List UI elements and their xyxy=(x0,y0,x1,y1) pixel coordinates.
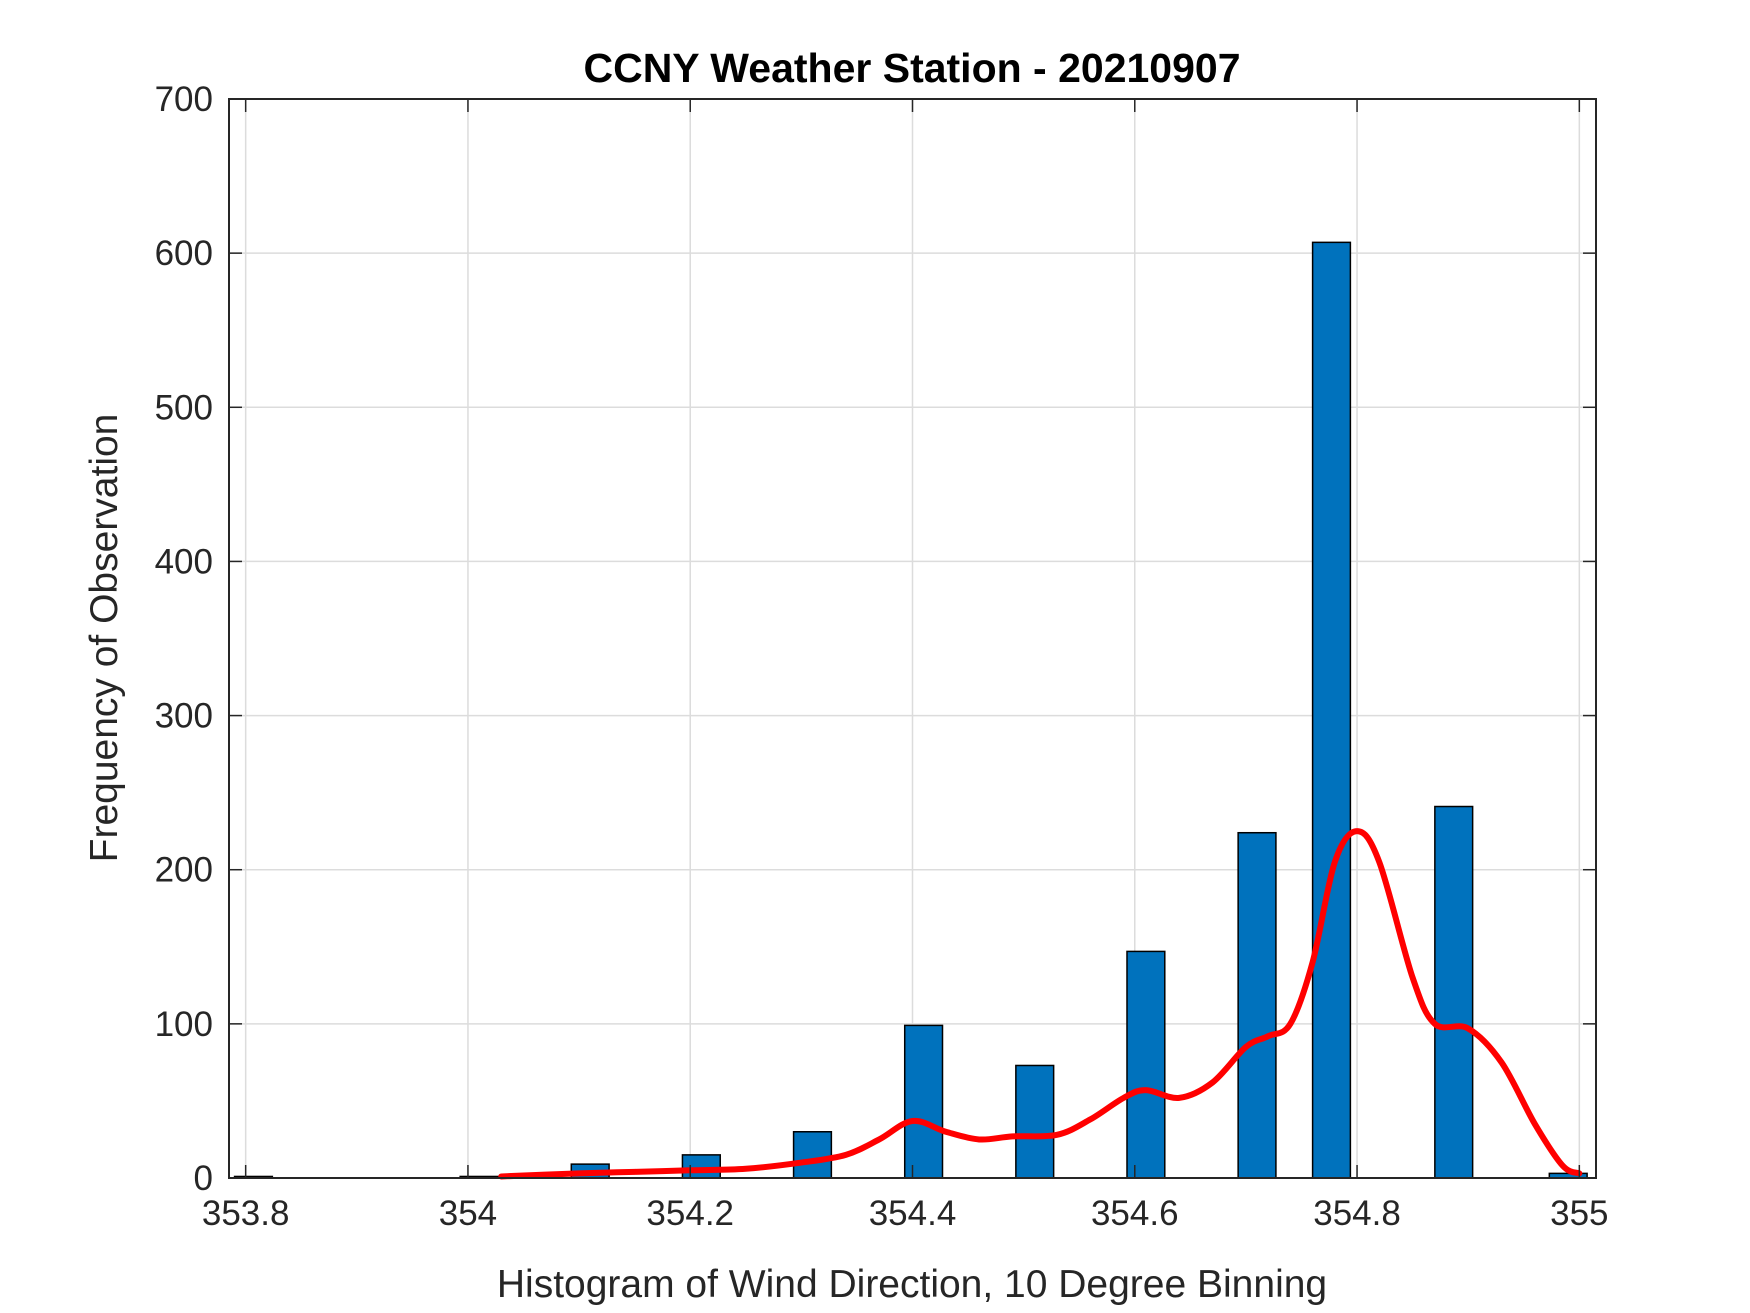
density-curve xyxy=(498,828,1583,1180)
y-tick-label: 400 xyxy=(155,542,213,581)
histogram-bar xyxy=(681,1154,721,1179)
x-tick-label: 354.4 xyxy=(869,1194,957,1233)
tick-marks xyxy=(229,98,1596,1179)
density-curve-layer xyxy=(498,828,1583,1180)
grid xyxy=(229,98,1596,1179)
y-tick-label: 200 xyxy=(155,851,213,890)
histogram-bar xyxy=(1434,805,1474,1179)
histogram-bar xyxy=(1311,241,1352,1179)
y-tick-label: 0 xyxy=(194,1159,213,1198)
histogram-bars xyxy=(233,241,1588,1179)
histogram-bar xyxy=(903,1024,944,1179)
y-tick-label: 600 xyxy=(155,234,213,273)
x-tick-label: 354 xyxy=(439,1194,497,1233)
y-tick-label: 700 xyxy=(155,80,213,119)
x-tick-labels: 353.8 354 354.2 354.4 354.6 354.8 355 xyxy=(202,1194,1609,1233)
chart-title: CCNY Weather Station - 20210907 xyxy=(583,45,1240,91)
x-tick-label: 355 xyxy=(1550,1194,1608,1233)
y-axis-label: Frequency of Observation xyxy=(83,414,126,863)
histogram-bar xyxy=(1015,1064,1055,1179)
x-tick-label: 354.2 xyxy=(646,1194,734,1233)
x-axis-label: Histogram of Wind Direction, 10 Degree B… xyxy=(497,1263,1327,1306)
x-tick-label: 353.8 xyxy=(202,1194,290,1233)
histogram-bar xyxy=(792,1131,833,1179)
x-tick-label: 354.6 xyxy=(1091,1194,1179,1233)
y-tick-label: 300 xyxy=(155,697,213,736)
histogram-bar xyxy=(1126,950,1166,1179)
y-tick-label: 100 xyxy=(155,1005,213,1044)
y-tick-label: 500 xyxy=(155,388,213,427)
y-tick-labels: 0 100 200 300 400 500 600 700 xyxy=(155,80,213,1198)
x-tick-label: 354.8 xyxy=(1313,1194,1401,1233)
histogram-bar xyxy=(1237,831,1277,1179)
